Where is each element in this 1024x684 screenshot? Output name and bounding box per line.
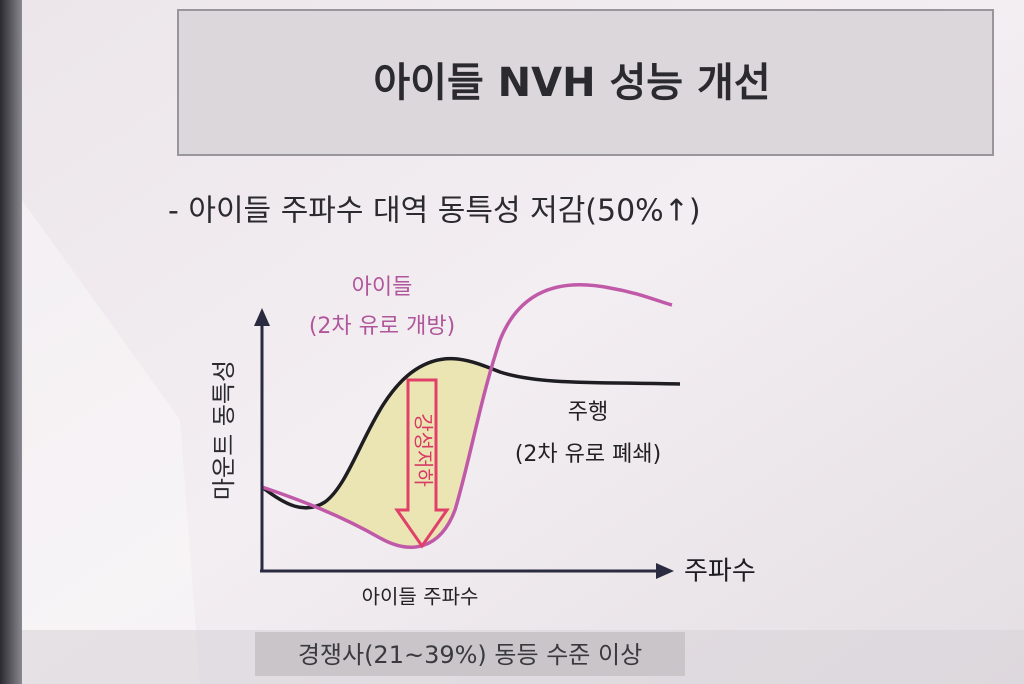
idle-curve xyxy=(261,283,673,549)
stiffness-drop-area xyxy=(318,360,490,546)
title: 아이들 NVH 성능 개선 xyxy=(373,60,770,106)
footer: 경쟁사(21~39%) 동등 수준 이상 xyxy=(298,641,642,669)
drive-curve xyxy=(260,356,681,510)
y-axis-arrow xyxy=(254,308,270,326)
drive-label: 주행 xyxy=(568,400,608,425)
idle-note: (2차 유로 개방) xyxy=(309,314,455,339)
x-marker-label: 아이들 주파수 xyxy=(362,585,479,609)
x-axis-arrow xyxy=(656,563,674,579)
y-axis-label: 마운트 동특성 xyxy=(210,360,238,500)
arrow-label: 강성저하 xyxy=(412,413,436,487)
frame-edge xyxy=(0,0,22,684)
idle-label: 아이들 xyxy=(352,275,413,300)
stiffness-arrow xyxy=(394,378,450,549)
x-axis-label: 주파수 xyxy=(684,557,756,587)
glare xyxy=(22,200,200,684)
bullet: - 아이들 주파수 대역 동특성 저감(50%↑) xyxy=(168,194,701,229)
footer-box xyxy=(255,632,685,676)
title-box xyxy=(177,9,994,156)
drive-note: (2차 유로 폐쇄) xyxy=(515,442,661,467)
